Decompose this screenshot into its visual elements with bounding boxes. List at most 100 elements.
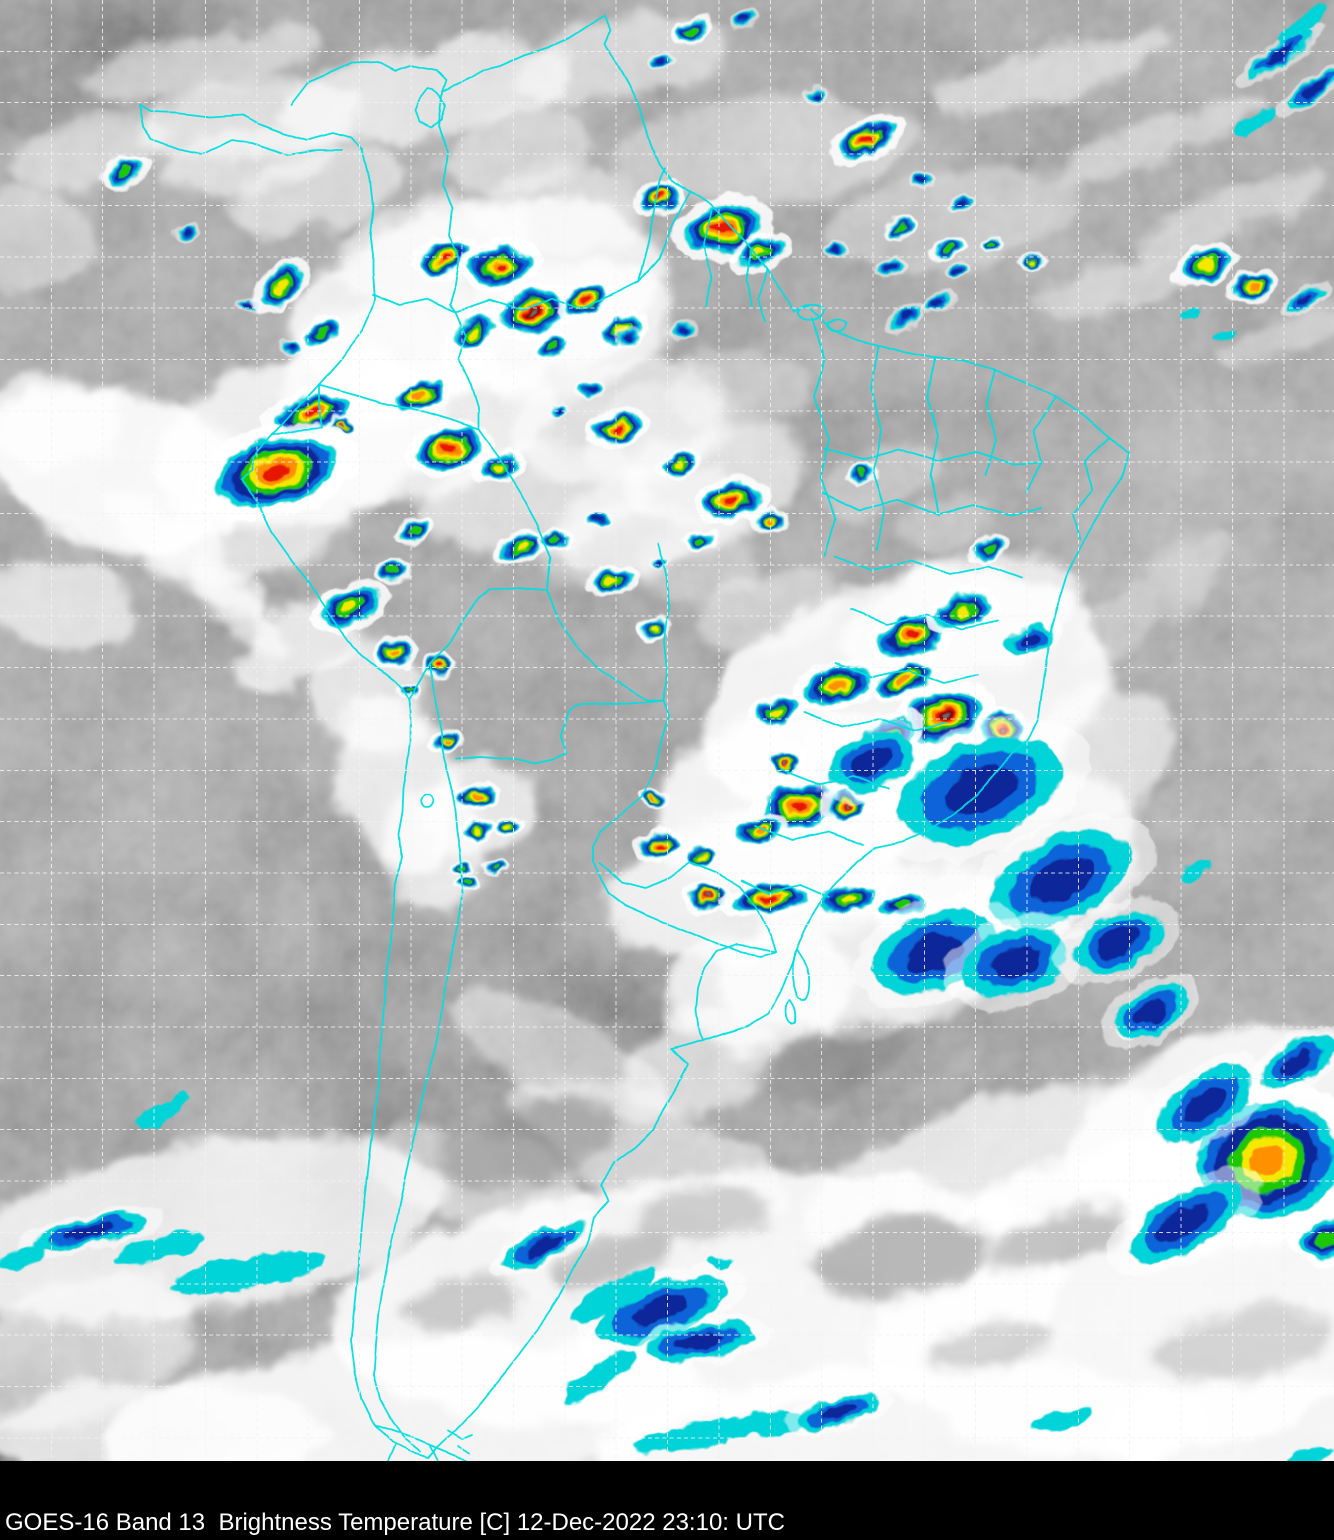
storm-cell (585, 511, 611, 529)
storm-cell (708, 1256, 732, 1268)
storm-ring-orange (413, 391, 427, 401)
storm-cell (821, 241, 849, 259)
storm-cell (488, 283, 576, 341)
storm-cell (250, 260, 310, 314)
storm-ring-yellow (515, 542, 529, 550)
geo-border-path (927, 357, 941, 516)
storm-ring-green (981, 543, 995, 553)
storm-cell (111, 1230, 209, 1266)
storm-cell (1235, 22, 1325, 88)
storm-cell (1232, 107, 1278, 137)
geo-border-path (593, 699, 669, 893)
storm-ring-orange (443, 739, 451, 745)
cloud-blob (81, 28, 319, 102)
storm-cell (626, 1315, 774, 1369)
cloud-blob (1110, 1375, 1334, 1461)
storm-cell (302, 316, 342, 348)
geo-border-path (374, 1424, 473, 1461)
cloud-blob (1071, 532, 1229, 668)
storm-ring-red (442, 443, 458, 453)
cloud-blob (610, 93, 910, 207)
storm-cell (885, 303, 925, 333)
storm-ring-cyan (173, 1251, 327, 1293)
storm-ring-navy (526, 1234, 564, 1256)
storm-cell (637, 616, 673, 640)
storm-ring-cyan (1180, 309, 1200, 321)
storm-ring-cyan (708, 1256, 732, 1268)
storm-ring-navy (593, 517, 603, 523)
storm-ring-navy (244, 302, 252, 308)
geo-border-path (659, 544, 669, 701)
storm-ring-cyan (1178, 860, 1212, 880)
cloud-blob (0, 375, 125, 465)
geo-border-path (438, 91, 461, 313)
storm-ring-orange (1249, 1144, 1287, 1176)
geo-border-path (456, 699, 664, 764)
cloud-blob (1223, 304, 1334, 366)
geo-border-path (870, 344, 886, 551)
storm-cell (669, 16, 711, 44)
cloud-gap-blob (630, 1188, 770, 1242)
cloud-blob (0, 1382, 330, 1461)
storm-cell (447, 312, 503, 352)
storm-ring-navy (852, 748, 892, 776)
storm-ring-green (315, 327, 329, 337)
storm-ring-core_gray (843, 804, 847, 808)
storm-ring-red (580, 296, 590, 304)
storm-ring-navy (630, 1294, 690, 1326)
storm-ring-yellow (696, 853, 704, 859)
storm-ring-green (116, 166, 134, 178)
storm-ring-yellow (472, 827, 482, 833)
storm-ring-navy (915, 177, 925, 183)
cloud-blob (600, 1363, 1200, 1461)
cloud-blob (1032, 251, 1208, 319)
storm-ring-orange (898, 676, 912, 684)
geo-border-path (695, 944, 776, 1042)
geo-border-path (373, 891, 464, 1453)
storm-cell (682, 843, 718, 869)
storm-ring-navy (884, 264, 896, 272)
storm-ring-orange (650, 796, 656, 800)
storm-ring-orange (472, 794, 482, 800)
storm-ring-navy (952, 269, 962, 275)
storm-cell (729, 7, 761, 29)
storm-ring-navy (623, 334, 633, 342)
storm-ring-red (612, 424, 624, 432)
storm-ring-green (386, 566, 398, 576)
storm-ring-orange (1246, 283, 1258, 291)
storm-cell (454, 875, 482, 893)
storm-cell (943, 263, 971, 281)
storm-cell (544, 400, 570, 418)
storm-ring-cyan (111, 1230, 209, 1266)
storm-cell (1249, 1026, 1334, 1098)
storm-ring-yellow (651, 625, 659, 631)
storm-ring-green (550, 536, 562, 544)
storm-ring-green (942, 244, 954, 252)
storm-cell (493, 528, 551, 564)
storm-ring-navy (1158, 1203, 1212, 1241)
storm-cell (0, 1245, 44, 1271)
storm-ring-core_gray (339, 424, 343, 428)
storm-ring-navy (810, 92, 820, 98)
storm-ring-yellow (674, 461, 686, 469)
storm-cell (946, 194, 978, 216)
storm-cell (718, 879, 822, 919)
storm-ring-orange (829, 681, 847, 691)
storm-ring-navy (830, 247, 840, 253)
storm-cell (681, 527, 719, 553)
storm-cell (1178, 860, 1212, 880)
storm-cell (1284, 1447, 1332, 1461)
geo-border-path (833, 555, 1023, 579)
storm-cell (489, 1214, 601, 1276)
geo-border-path (477, 429, 664, 701)
storm-ring-navy (819, 1404, 857, 1420)
storm-ring-cyan (138, 1095, 192, 1129)
storm-ring-navy (1296, 293, 1314, 307)
geo-border-path (289, 14, 691, 193)
storm-cell (634, 829, 686, 863)
storm-cell (1278, 281, 1332, 319)
storm-cell (810, 881, 886, 915)
geo-border-path (755, 825, 863, 846)
geo-border-path (420, 793, 435, 809)
